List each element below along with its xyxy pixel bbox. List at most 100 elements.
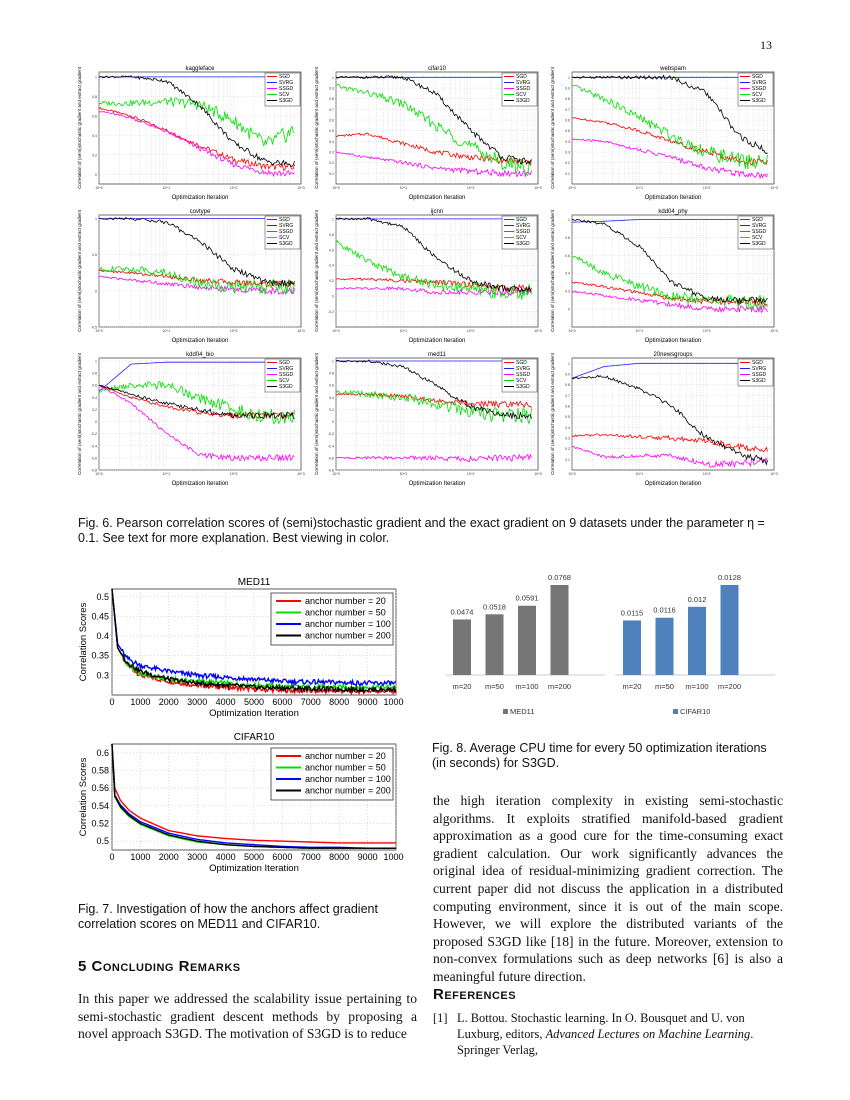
legend-label: SSGD	[516, 372, 531, 378]
correlation-chart-cifar10: 0.1 0.2 0.3 0.4 0.5 0.6 0.7 0.8 0.9 1 10^0 10^1 10^2…	[314, 66, 542, 201]
y-tick-label: 0.5	[96, 592, 109, 602]
legend-label: anchor number = 100	[305, 619, 391, 629]
legend-label: SCV	[516, 92, 527, 98]
series-line-SVRG	[571, 219, 768, 223]
series-line-SCV	[98, 97, 295, 147]
y-tick-label: 0.7	[565, 108, 570, 112]
x-tick-label: 10^3	[770, 329, 778, 333]
chart-title: CIFAR10	[234, 732, 275, 743]
references-heading: References	[433, 986, 517, 1003]
chart-title: 20newsgroups	[653, 352, 692, 358]
legend-label: S3GD	[279, 98, 293, 104]
chart-title: med11	[428, 352, 447, 358]
data-label: 0.0591	[516, 594, 539, 603]
y-tick-label: 0.52	[91, 819, 109, 829]
data-label: 0.0128	[718, 573, 741, 582]
y-tick-label: 0.2	[329, 279, 334, 283]
legend-label: SVRG	[516, 366, 530, 372]
y-tick-label: 0.6	[565, 119, 570, 123]
correlation-chart-kdd04_bio: -0.8 -0.6 -0.4 -0.2 0 0.2 0.4 0.6 0.8 1 10^0 10^1 10…	[77, 352, 305, 487]
legend-label: SGD	[752, 74, 763, 80]
series-line-S3GD	[335, 75, 532, 166]
series-line	[111, 743, 396, 844]
series-line	[111, 588, 397, 694]
legend-label: S3GD	[516, 384, 530, 390]
series-line-SCV	[335, 389, 532, 426]
y-axis-label: Correlation of (semi)stochastic gradient…	[550, 352, 555, 475]
y-tick-label: 0.9	[565, 373, 570, 377]
y-axis-label: Correlation Scores	[78, 602, 89, 681]
reference-item: [1] L. Bottou. Stochastic learning. In O…	[433, 1010, 783, 1058]
y-tick-label: 0.8	[92, 372, 97, 376]
data-label: 0.0116	[653, 606, 675, 615]
x-tick-label: 10^3	[534, 472, 542, 476]
correlation-chart-webspam: 0.1 0.2 0.3 0.4 0.5 0.6 0.7 0.8 0.9 1 10^0 10^1 10^2…	[550, 66, 778, 201]
legend-label: SGD	[279, 217, 290, 223]
y-tick-label: -0.8	[328, 469, 334, 473]
x-tick-label: 10^2	[703, 186, 711, 190]
legend-label: anchor number = 100	[305, 774, 391, 784]
y-tick-label: 0.56	[91, 783, 109, 793]
correlation-chart-ijcnn: -0.2 0 0.2 0.4 0.6 0.8 1 10^0 10^1 10^2 10^3 ijcnn O…	[314, 209, 542, 344]
x-tick-label: 10^0	[568, 186, 576, 190]
y-axis-label: Correlation of (semi)stochastic gradient…	[314, 352, 319, 475]
x-axis-label: Optimization Iteration	[409, 481, 466, 487]
cpu-time-chart-MED11: 0.0474 m=20 0.0518 m=50 0.0591 m=100 0.0768 m=2…	[445, 573, 605, 716]
legend-label: SVRG	[752, 223, 766, 229]
y-tick-label: -0.4	[91, 444, 97, 448]
y-tick-label: -0.8	[91, 469, 97, 473]
correlation-chart-covtype: -0.5 0 0.5 1 10^0 10^1 10^2 10^3 covtype Optimiza…	[77, 209, 305, 344]
reference-text: L. Bottou. Stochastic learning. In O. Bo…	[457, 1010, 783, 1058]
x-tick-label: 2000	[159, 852, 179, 862]
y-tick-label: 0.4	[92, 134, 97, 138]
series-line-S3GD	[571, 74, 768, 155]
legend-label: SSGD	[279, 372, 294, 378]
legend-label: MED11	[510, 707, 534, 716]
legend-label: S3GD	[279, 384, 293, 390]
bar-m=20	[623, 620, 641, 675]
legend-label: S3GD	[516, 241, 530, 247]
y-tick-label: 0.2	[565, 290, 570, 294]
legend-label: SVRG	[279, 223, 293, 229]
x-tick-label: 10^0	[95, 472, 103, 476]
category-label: m=20	[453, 682, 472, 691]
series-line-SSGD	[98, 384, 295, 463]
x-tick-label: 10^2	[230, 472, 238, 476]
y-tick-label: 0.4	[92, 396, 97, 400]
y-tick-label: -0.5	[91, 326, 97, 330]
series-line	[111, 743, 396, 849]
reference-number: [1]	[433, 1011, 448, 1025]
bar-m=200	[550, 585, 569, 675]
y-tick-label: 1	[95, 75, 97, 79]
series-line-SGD	[571, 433, 768, 453]
x-tick-label: 5000	[244, 697, 264, 707]
x-tick-label: 10^2	[230, 329, 238, 333]
y-tick-label: 0.1	[565, 458, 570, 462]
x-tick-label: 10^1	[400, 186, 408, 190]
x-tick-label: 10^3	[297, 186, 305, 190]
legend-label: SVRG	[516, 80, 530, 86]
y-tick-label: 0.3	[329, 151, 334, 155]
x-axis-label: Optimization Iteration	[209, 863, 299, 874]
legend-label: SCV	[752, 235, 763, 241]
y-tick-label: 0.54	[91, 801, 109, 811]
reference-text-part: L. Bottou. Stochastic learning. In O. Bo…	[457, 1011, 745, 1041]
y-tick-label: 0.1	[329, 172, 334, 176]
y-tick-label: 0	[568, 308, 570, 312]
x-tick-label: 10^3	[297, 329, 305, 333]
y-tick-label: 1	[332, 76, 334, 80]
data-label: 0.0768	[548, 573, 571, 582]
data-label: 0.0518	[483, 602, 506, 611]
anchor-chart-CIFAR10: 0 1000 2000 3000 4000 5000 6000 7000 8000 9000 100…	[78, 732, 404, 874]
y-axis-label: Correlation of (semi)stochastic gradient…	[314, 66, 319, 189]
y-tick-label: 0.1	[565, 172, 570, 176]
y-tick-label: 0.6	[329, 248, 334, 252]
x-tick-label: 1000	[130, 852, 150, 862]
x-tick-label: 10^3	[770, 472, 778, 476]
bar-m=200	[720, 585, 739, 675]
x-tick-label: 5000	[244, 852, 264, 862]
legend-label: SGD	[516, 217, 527, 223]
series-line-SSGD	[98, 110, 295, 178]
category-label: m=100	[515, 682, 538, 691]
